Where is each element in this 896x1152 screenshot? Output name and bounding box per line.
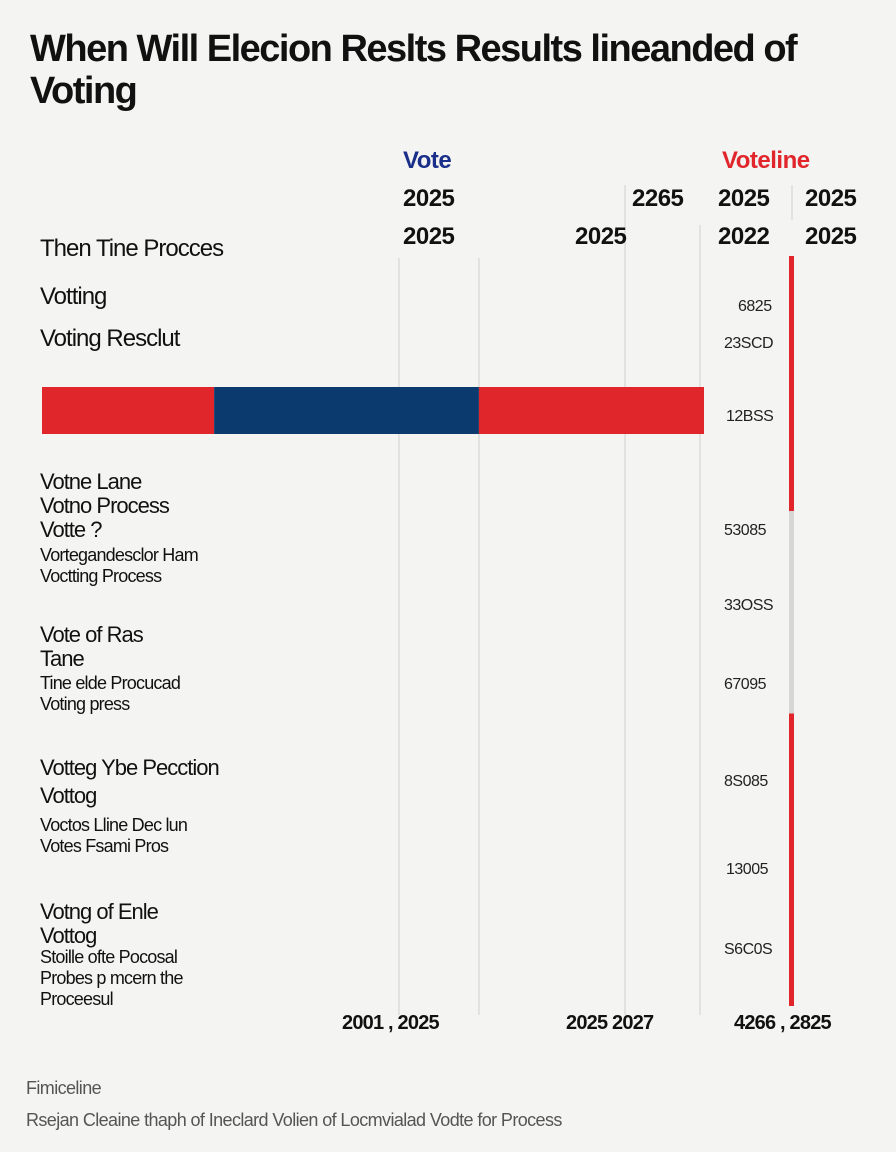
- right-tick-label: 53085: [724, 522, 767, 539]
- header-year: 2022: [718, 223, 770, 250]
- group-title: Votng of Enle Vottog: [40, 899, 159, 948]
- group-title: Vote of Ras Tane: [40, 622, 144, 671]
- right-tick-label: 6825: [738, 298, 772, 315]
- bar-segment-1: [42, 387, 215, 434]
- bar-segment-3: [478, 387, 704, 434]
- header-year: 2025: [403, 223, 455, 250]
- timeline-segment-3: [789, 713, 794, 1006]
- series-left-header: Vote: [403, 147, 452, 174]
- group-title: Votteg Ybe Pecction Vottog: [40, 755, 220, 808]
- series-right-header: Voteline: [722, 147, 810, 174]
- header-year: 2265: [632, 185, 684, 212]
- row-label: Then Tine Procces: [40, 235, 224, 262]
- right-tick-label: 23SCD: [724, 335, 774, 352]
- group-title: Votne Lane Votno Process Votte ?: [40, 469, 170, 542]
- right-tick-label: 12BSS: [726, 408, 774, 425]
- right-tick-label: 33OSS: [724, 597, 774, 614]
- vertical-timeline: [789, 256, 794, 1006]
- right-tick-label: 67095: [724, 676, 767, 693]
- chart-title: When Will Elecion Reslts Results lineand…: [30, 28, 798, 112]
- right-tick-label: 8S085: [724, 773, 768, 790]
- header-year: 2025: [403, 185, 455, 212]
- header-year: 2025: [575, 223, 627, 250]
- group-subtitle: Tine elde Procucad Voting press: [40, 673, 181, 714]
- header-year: 2025: [718, 185, 770, 212]
- bottom-axis-label: 4266 , 2825: [734, 1012, 832, 1034]
- bar-segment-2: [214, 387, 479, 434]
- timeline-segment-2: [789, 511, 794, 714]
- header-year: 2025: [805, 223, 857, 250]
- right-tick-label: S6C0S: [724, 941, 773, 958]
- bottom-axis-label: 2001 , 2025: [342, 1012, 440, 1034]
- gridlines: [398, 185, 793, 1015]
- footer-source-label: Fimiceline: [26, 1078, 102, 1098]
- header-year: 2025: [805, 185, 857, 212]
- row-label: Voting Resclut: [40, 325, 180, 352]
- timeline-segment-1: [789, 256, 794, 511]
- right-tick-label: 13005: [726, 861, 769, 878]
- row-label: Votting: [40, 283, 107, 310]
- group-subtitle: Vortegandesclor Ham Voctting Process: [40, 545, 199, 586]
- group-subtitle: Voctos Lline Dec lun Votes Fsami Pros: [40, 815, 188, 856]
- stacked-bar: [42, 387, 704, 434]
- bottom-axis-label: 2025 2027: [566, 1012, 654, 1034]
- group-subtitle: Stoille ofte Pocosal Probes p mcern the Pr…: [40, 947, 183, 1009]
- footer-note: Rsejan Cleaine thaph of Ineclard Volien …: [26, 1110, 562, 1130]
